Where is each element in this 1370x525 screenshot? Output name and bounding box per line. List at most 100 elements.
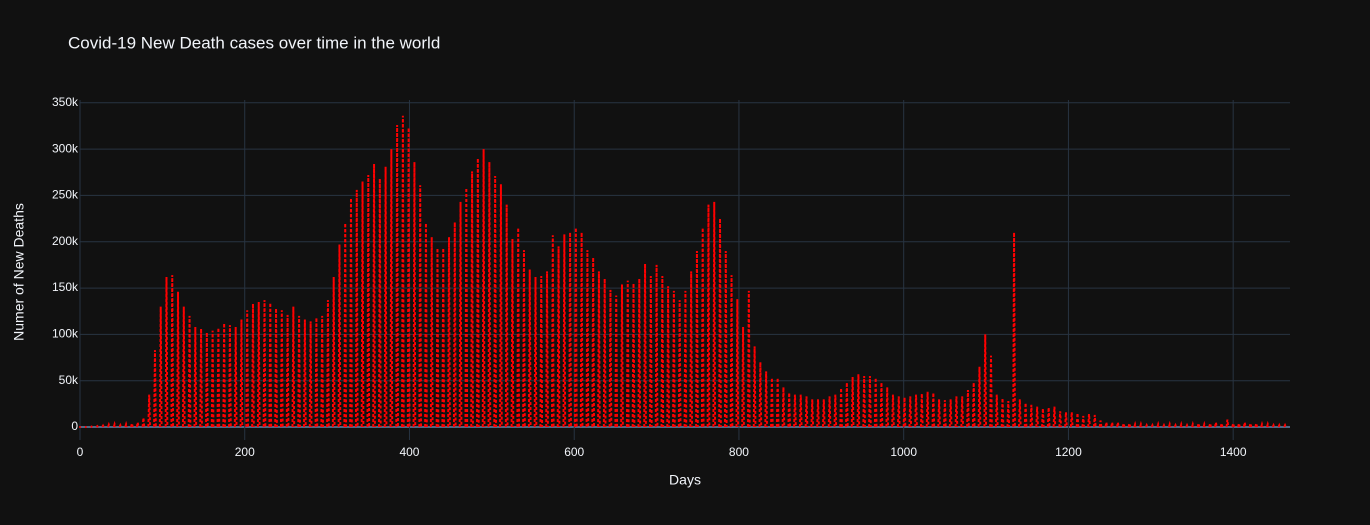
line-segment <box>839 388 843 428</box>
line-segment <box>429 237 434 428</box>
line-segment <box>931 392 936 428</box>
x-tick-label: 1400 <box>1220 445 1247 459</box>
x-tick-label: 1000 <box>890 445 917 459</box>
line-segment <box>112 420 117 428</box>
line-segment <box>608 289 613 428</box>
line-segment <box>1144 422 1149 428</box>
line-segment <box>637 278 642 428</box>
line-segment <box>233 326 238 428</box>
line-segment <box>781 387 786 428</box>
line-segment <box>1191 420 1195 428</box>
line-segment <box>522 250 526 428</box>
line-segment <box>585 250 590 428</box>
line-segment <box>1018 399 1022 428</box>
line-segment <box>314 317 319 428</box>
line-segment <box>251 303 255 428</box>
line-segment <box>873 377 878 428</box>
line-segment <box>1162 422 1166 428</box>
x-tick-label: 0 <box>77 445 84 459</box>
line-segment <box>331 276 336 428</box>
line-segment <box>775 377 780 428</box>
line-segment <box>764 371 768 428</box>
line-segment <box>510 238 515 428</box>
line-segment <box>747 290 751 428</box>
line-segment <box>499 184 503 428</box>
x-tick-label: 1200 <box>1055 445 1082 459</box>
line-segment <box>210 330 215 428</box>
line-segment <box>712 201 717 428</box>
line-segment <box>971 382 976 428</box>
line-segment <box>354 189 359 428</box>
line-segment <box>187 315 192 428</box>
line-segment <box>925 391 930 428</box>
line-segment <box>199 328 203 428</box>
line-segment <box>908 396 913 428</box>
line-segment <box>1069 412 1074 428</box>
line-segment <box>937 399 941 428</box>
x-tick-label: 800 <box>729 445 749 459</box>
line-segment <box>135 422 140 428</box>
line-segment <box>476 158 480 428</box>
line-segment <box>262 300 267 428</box>
line-segment <box>1237 423 1241 428</box>
line-segment <box>533 276 538 428</box>
line-segment <box>1196 423 1201 428</box>
line-segment <box>95 424 99 428</box>
line-segment <box>879 382 884 428</box>
line-segment <box>770 377 774 428</box>
line-segment <box>654 264 659 428</box>
line-segment <box>366 175 371 428</box>
line-segment <box>389 149 394 428</box>
line-segment <box>1150 422 1155 428</box>
line-segment <box>729 275 734 428</box>
line-segment <box>741 326 745 428</box>
line-segment <box>539 276 544 428</box>
line-segment <box>700 227 705 428</box>
line-segment <box>228 325 232 428</box>
line-segment <box>1110 422 1114 428</box>
line-segment <box>320 315 324 428</box>
y-tick-label: 100k <box>52 327 79 341</box>
line-segment <box>193 326 198 428</box>
line-segment <box>752 346 757 428</box>
line-segment <box>297 315 301 428</box>
line-segment <box>845 382 849 428</box>
line-segment <box>377 178 382 428</box>
line-segment <box>550 235 555 428</box>
line-segment <box>850 376 855 428</box>
line-segment <box>458 201 463 428</box>
line-segment <box>1058 411 1063 428</box>
line-segment <box>470 171 474 428</box>
line-segment <box>1029 404 1034 428</box>
line-segment <box>107 421 111 428</box>
line-segment <box>291 306 296 428</box>
line-segment <box>1046 407 1051 428</box>
line-segment <box>798 394 803 428</box>
line-segment <box>1265 420 1270 428</box>
chart-title: Covid-19 New Death cases over time in th… <box>68 33 440 52</box>
line-segment <box>343 223 348 428</box>
line-segment <box>256 301 261 428</box>
line-segment <box>481 149 486 428</box>
line-segment <box>827 396 832 428</box>
y-tick-label: 0 <box>71 419 78 433</box>
line-segment <box>326 300 330 428</box>
line-segment <box>1081 415 1086 428</box>
line-segment <box>1242 422 1247 428</box>
line-segment <box>856 374 861 428</box>
line-segment <box>303 319 307 428</box>
line-segment <box>631 283 636 428</box>
line-segment <box>1179 420 1184 428</box>
x-tick-label: 200 <box>235 445 255 459</box>
line-segment <box>1121 423 1126 428</box>
line-segment <box>989 355 993 428</box>
line-segment <box>919 393 924 428</box>
line-segment <box>452 222 457 428</box>
line-segment <box>1208 423 1212 428</box>
line-segment <box>914 394 918 428</box>
line-segment <box>723 251 728 428</box>
line-segment <box>395 125 399 428</box>
line-segment <box>1271 422 1276 428</box>
line-segment <box>216 327 221 428</box>
